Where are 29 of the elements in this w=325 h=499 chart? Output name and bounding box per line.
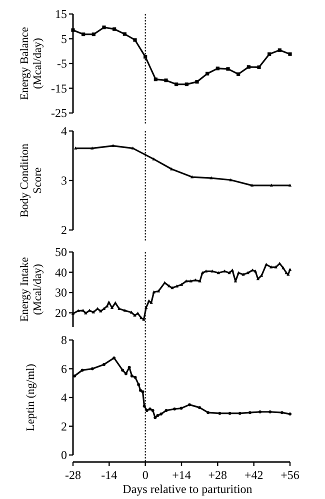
x-tick-label: 0 xyxy=(142,468,148,482)
y-axis-title: Body Condition Score xyxy=(19,143,44,218)
x-tick-label: +56 xyxy=(280,468,300,482)
y-tick-label: 2 xyxy=(61,223,67,238)
y-tick-label: 30 xyxy=(55,286,67,300)
y-tick-label: 4 xyxy=(61,390,67,405)
y-tick-label: 8 xyxy=(61,333,67,348)
x-tick-label: +14 xyxy=(172,468,191,482)
x-tick-label: -28 xyxy=(65,468,81,482)
y-tick-label: -15 xyxy=(51,81,67,96)
x-tick-label: +42 xyxy=(244,468,264,482)
y-tick-label: 5 xyxy=(61,32,67,46)
y-axis-title: Energy Intake (Mcal/day) xyxy=(19,257,44,322)
y-axis-title: Leptin (ng/ml) xyxy=(25,364,37,432)
y-tick-label: -5 xyxy=(57,56,67,71)
x-axis-title: Days relative to parturition xyxy=(122,482,252,496)
y-tick-label: 4 xyxy=(61,124,67,138)
y-tick-label: 20 xyxy=(55,306,67,320)
y-tick-label: 15 xyxy=(55,7,67,22)
x-tick-label: -14 xyxy=(101,468,118,482)
y-tick-label: 40 xyxy=(55,265,67,280)
y-axis-title: Energy Balance (Mcal/day) xyxy=(19,27,44,100)
y-tick-label: 50 xyxy=(55,245,67,260)
y-tick-label: 6 xyxy=(61,362,67,376)
y-tick-label: 2 xyxy=(61,419,67,434)
x-tick-label: +28 xyxy=(208,468,228,482)
y-tick-label: -25 xyxy=(51,106,67,120)
y-tick-label: 3 xyxy=(61,174,67,188)
y-tick-label: 0 xyxy=(61,448,67,462)
